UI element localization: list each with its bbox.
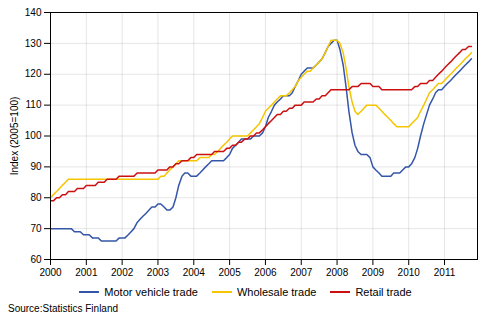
svg-text:130: 130 [25,38,42,49]
html-text:Source:Statistics Finland: Source:Statistics Finland [8,303,119,314]
svg-text:80: 80 [30,192,42,203]
svg-text:2001: 2001 [75,267,98,278]
svg-text:2010: 2010 [398,267,421,278]
svg-text:120: 120 [25,68,42,79]
svg-text:2007: 2007 [290,267,313,278]
svg-text:100: 100 [25,130,42,141]
html-text:Motor vehicle trade: Motor vehicle trade [104,286,198,298]
svg-text:2008: 2008 [326,267,349,278]
svg-text:110: 110 [26,99,42,110]
svg-text:2002: 2002 [111,267,134,278]
svg-text:60: 60 [30,254,42,265]
svg-text:2005: 2005 [218,267,241,278]
svg-text:2006: 2006 [254,267,277,278]
svg-text:Index (2005=100): Index (2005=100) [9,97,20,176]
svg-text:2003: 2003 [147,267,170,278]
svg-text:2000: 2000 [39,267,62,278]
svg-text:2011: 2011 [434,267,456,278]
svg-text:140: 140 [25,7,42,18]
svg-text:2009: 2009 [362,267,385,278]
svg-text:2004: 2004 [183,267,206,278]
html-text:Retail trade: Retail trade [355,286,412,298]
svg-text:90: 90 [30,161,42,172]
html-text:Wholesale trade: Wholesale trade [236,286,317,298]
svg-text:70: 70 [30,223,42,234]
